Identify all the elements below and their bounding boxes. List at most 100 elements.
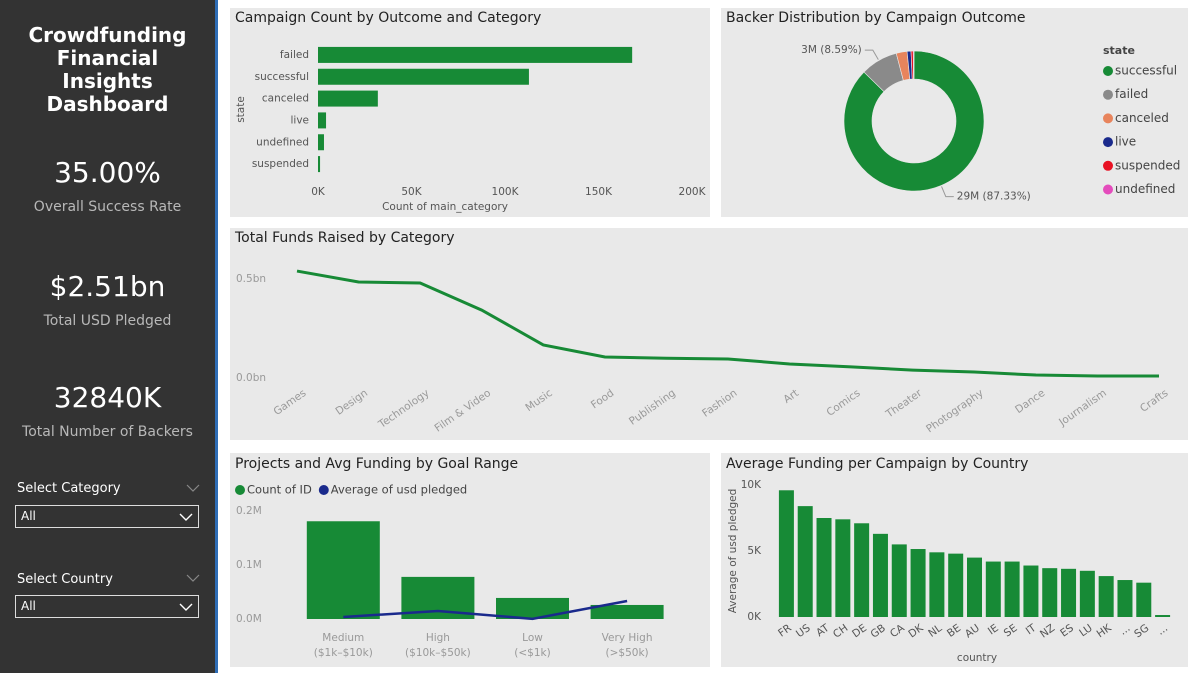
collapse-icon[interactable] xyxy=(186,483,200,493)
legend-swatch xyxy=(318,485,329,495)
legend-swatch xyxy=(1103,184,1113,195)
bar xyxy=(816,518,832,617)
line xyxy=(343,599,628,621)
y-tick-label: 0K xyxy=(747,611,762,623)
legend-label: failed xyxy=(1115,87,1148,101)
x-tick-label: Very High (>$50k) xyxy=(602,632,653,659)
donut-slice xyxy=(843,50,985,192)
bar xyxy=(1136,582,1152,617)
legend-label: suspended xyxy=(1115,158,1180,172)
y-tick-label: 0.0bn xyxy=(236,372,266,384)
donut-slice xyxy=(912,50,915,80)
category-dropdown[interactable]: All xyxy=(15,505,199,528)
kpi-label: Overall Success Rate xyxy=(33,199,182,215)
x-tick-label: 200K xyxy=(679,186,707,198)
bar xyxy=(1042,568,1058,617)
y-tick-label: canceled xyxy=(262,93,309,105)
bar xyxy=(985,561,1001,617)
panel xyxy=(721,8,1188,217)
y-tick-label: 0.1M xyxy=(236,559,262,571)
dropdown-value: All xyxy=(21,599,36,613)
bar xyxy=(1023,565,1039,617)
legend-label: Count of ID xyxy=(247,483,312,497)
chevron xyxy=(179,513,193,521)
bar xyxy=(948,553,964,617)
bar xyxy=(318,134,324,151)
panel xyxy=(230,228,1188,440)
collapse-icon[interactable] xyxy=(186,573,200,583)
kpi-value: 35.00% xyxy=(54,156,161,189)
chart-title: Average Funding per Campaign by Country xyxy=(726,456,1028,472)
y-tick-label: 10K xyxy=(741,479,762,491)
bar xyxy=(318,112,327,129)
legend-label: undefined xyxy=(1115,182,1175,196)
dashboard-title: Crowdfunding Financial Insights Dashboar… xyxy=(28,23,187,116)
leader-line xyxy=(941,186,954,198)
chevron xyxy=(179,603,193,611)
kpi-value: $2.51bn xyxy=(49,270,166,303)
kpi-label: Total Number of Backers xyxy=(22,424,193,440)
slicer-label: Select Country xyxy=(17,572,113,587)
bar xyxy=(1098,576,1114,617)
x-tick-label: Low (<$1k) xyxy=(514,632,550,659)
kpi-label: Total USD Pledged xyxy=(43,313,172,329)
bar xyxy=(891,544,907,617)
sidebar: Crowdfunding Financial Insights Dashboar… xyxy=(0,0,218,673)
x-tick-label: High ($10k–$50k) xyxy=(405,632,471,659)
y-axis-title: state xyxy=(235,96,247,123)
x-tick-label: 100K xyxy=(492,186,520,198)
legend-swatch xyxy=(1103,113,1113,124)
kpi-value: 32840K xyxy=(53,381,162,414)
data-label: 29M (87.33%) xyxy=(957,191,1031,203)
y-tick-label: 0.0M xyxy=(236,613,262,625)
bar xyxy=(929,552,945,617)
bar xyxy=(778,490,794,617)
slicer-label: Select Category xyxy=(17,481,121,496)
bar xyxy=(1004,561,1020,617)
bar xyxy=(910,549,926,617)
y-tick-label: undefined xyxy=(256,136,309,148)
bar xyxy=(306,521,380,619)
legend-swatch xyxy=(1103,160,1113,171)
x-axis-title: Count of main_category xyxy=(382,201,508,213)
bar xyxy=(1155,615,1171,617)
y-tick-label: suspended xyxy=(252,158,309,170)
legend-label: canceled xyxy=(1115,111,1169,125)
bar xyxy=(1117,580,1133,617)
bar xyxy=(1061,568,1077,617)
y-axis-title: Average of usd pledged xyxy=(727,489,739,614)
y-tick-label: 0.5bn xyxy=(236,273,266,285)
legend-swatch xyxy=(1103,89,1113,100)
bar xyxy=(318,156,321,173)
chart-title: Total Funds Raised by Category xyxy=(234,230,455,246)
panel xyxy=(230,8,710,217)
x-tick-label: Medium ($1k–$10k) xyxy=(314,632,373,659)
x-tick-label: 50K xyxy=(401,186,422,198)
legend-swatch xyxy=(1103,137,1113,148)
bar xyxy=(854,523,870,617)
legend-swatch xyxy=(1103,66,1113,76)
bar xyxy=(1079,570,1095,617)
country-dropdown[interactable]: All xyxy=(15,595,199,618)
bar xyxy=(318,46,633,63)
y-tick-label: failed xyxy=(280,49,309,61)
legend-title: state xyxy=(1103,44,1135,57)
chart-title: Backer Distribution by Campaign Outcome xyxy=(726,10,1026,26)
y-tick-label: 5K xyxy=(747,545,762,557)
y-tick-label: live xyxy=(290,114,309,126)
bar xyxy=(872,533,888,617)
y-tick-label: 0.2M xyxy=(236,505,262,517)
legend-label: Average of usd pledged xyxy=(331,483,467,497)
bar xyxy=(496,597,569,619)
dropdown-value: All xyxy=(21,509,36,523)
y-tick-label: successful xyxy=(255,71,309,83)
legend-label: successful xyxy=(1115,64,1177,78)
x-tick-label: 150K xyxy=(585,186,613,198)
data-label: 3M (8.59%) xyxy=(801,44,862,56)
bar xyxy=(590,604,664,619)
x-axis-title: country xyxy=(957,652,997,664)
bar xyxy=(797,506,813,617)
bar xyxy=(967,557,982,617)
bar xyxy=(835,519,851,617)
